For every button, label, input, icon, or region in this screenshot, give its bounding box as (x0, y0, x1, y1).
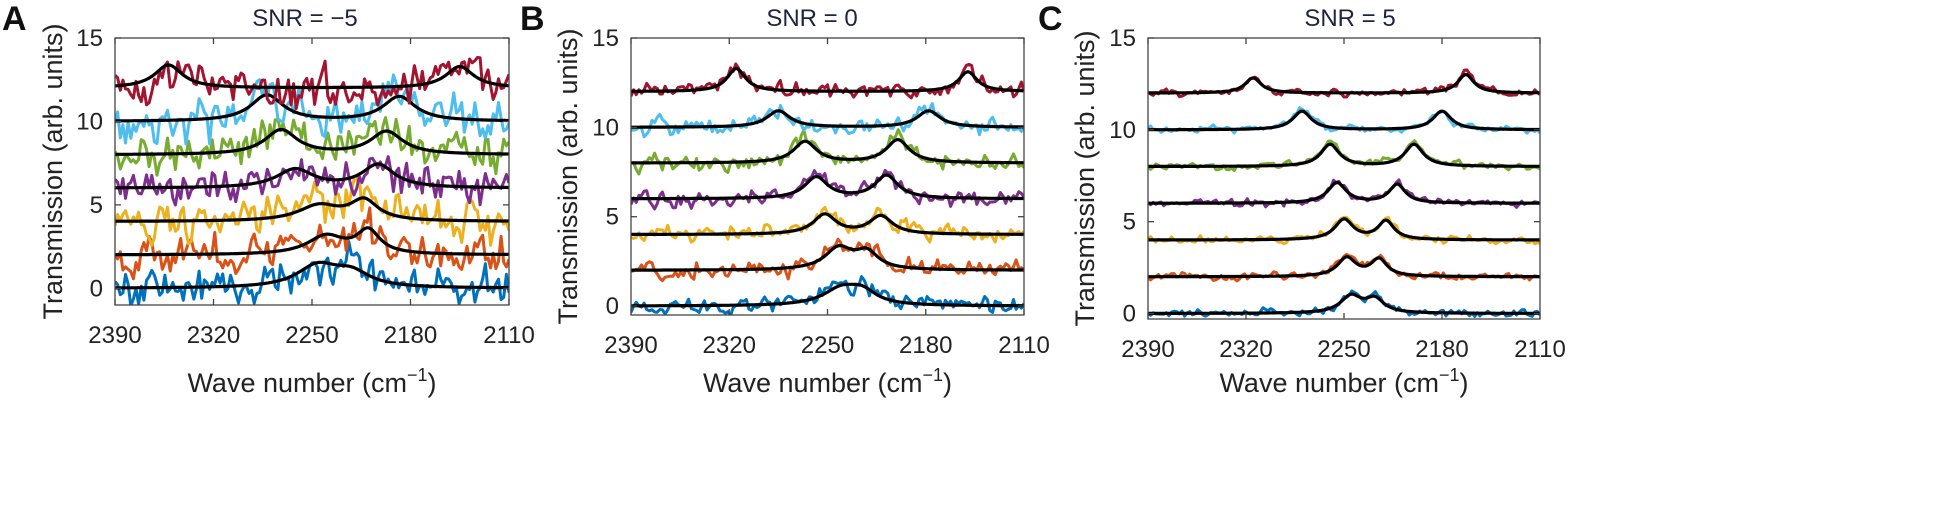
x-tick-label: 2390 (1121, 336, 1174, 363)
x-tick-label: 2180 (384, 322, 437, 349)
x-axis-label-superscript: −1 (407, 365, 428, 385)
y-axis-label: Transmission (arb. units) (1070, 30, 1100, 326)
y-tick-label: 15 (76, 25, 103, 52)
panel-a: A SNR = −5 2390 2320 2250 2180 2110 0 5 10 15 Wave … (2, 0, 535, 398)
panel-title: SNR = 5 (1304, 5, 1395, 32)
plot-area (1148, 68, 1540, 318)
y-tick-label: 5 (606, 204, 619, 231)
data-trace (115, 240, 509, 305)
fit-curve (1148, 109, 1540, 132)
data-trace (631, 102, 1024, 139)
plot-area (115, 56, 509, 305)
fit-curve (115, 196, 509, 223)
x-axis-label-main: Wave number (cm (187, 368, 407, 398)
y-tick-label: 0 (606, 293, 619, 320)
x-axis-label: Wave number (cm−1) (703, 365, 952, 398)
plot-area (631, 62, 1024, 315)
fit-curve (1148, 72, 1540, 95)
data-trace (631, 237, 1024, 283)
fit-curve (115, 93, 509, 123)
data-trace (115, 56, 509, 111)
fit-curve (631, 137, 1024, 165)
data-trace (631, 62, 1024, 100)
panel-title: SNR = 0 (766, 5, 857, 32)
y-axis-label: Transmission (arb. units) (38, 23, 68, 319)
fit-curve (1148, 292, 1540, 315)
x-axis-label-main: Wave number (cm (1219, 368, 1439, 398)
x-axis-label-end: ) (943, 368, 952, 398)
y-tick-label: 15 (592, 25, 619, 52)
y-tick-label: 0 (1123, 300, 1136, 327)
y-tick-label: 15 (1109, 25, 1136, 52)
x-axis-label: Wave number (cm−1) (187, 365, 436, 398)
fit-curve (115, 127, 509, 156)
panel-title: SNR = −5 (252, 5, 357, 32)
x-tick-label: 2320 (187, 322, 240, 349)
fit-curve (1148, 217, 1540, 242)
y-tick-label: 5 (1123, 209, 1136, 236)
x-axis-label-superscript: −1 (1439, 365, 1460, 385)
y-tick-label: 0 (90, 275, 103, 302)
fit-curve (115, 260, 509, 290)
y-tick-label: 10 (1109, 117, 1136, 144)
data-trace (115, 206, 509, 281)
fit-curve (631, 66, 1024, 93)
x-tick-label: 2250 (1317, 336, 1370, 363)
x-axis-label-main: Wave number (cm (703, 368, 923, 398)
x-axis-label: Wave number (cm−1) (1219, 365, 1468, 398)
fit-curve (631, 212, 1024, 236)
fit-curve (1148, 180, 1540, 205)
panel-letter: C (1038, 0, 1063, 38)
y-tick-label: 10 (76, 108, 103, 135)
x-axis-label-superscript: −1 (923, 365, 944, 385)
fit-curve (1148, 255, 1540, 279)
x-tick-label: 2390 (88, 322, 141, 349)
fit-curve (631, 109, 1024, 129)
panel-c: C SNR = 5 2390 2320 2250 2180 2110 0 5 10 15 Wave n… (1038, 0, 1566, 398)
fit-curve (115, 63, 509, 90)
x-tick-label: 2180 (1415, 336, 1468, 363)
data-trace (631, 128, 1024, 176)
fit-curve (631, 173, 1024, 201)
x-axis-label-end: ) (1460, 368, 1469, 398)
data-trace (115, 155, 509, 207)
panel-letter: A (2, 0, 27, 38)
panel-letter: B (520, 0, 545, 38)
fit-curve (115, 226, 509, 257)
data-trace (631, 168, 1024, 211)
x-tick-label: 2110 (483, 322, 535, 349)
fit-curve (1148, 142, 1540, 168)
data-trace (631, 205, 1024, 244)
x-tick-label: 2250 (285, 322, 338, 349)
y-tick-label: 10 (592, 114, 619, 141)
y-tick-label: 5 (90, 192, 103, 219)
y-axis-label: Transmission (arb. units) (553, 28, 583, 324)
fit-curve (115, 162, 509, 190)
x-axis-label-end: ) (428, 368, 437, 398)
fit-curve (631, 282, 1024, 308)
x-tick-label: 2180 (899, 332, 952, 359)
x-tick-label: 2320 (703, 332, 756, 359)
x-tick-label: 2320 (1219, 336, 1272, 363)
panel-b: B SNR = 0 2390 2320 2250 2180 2110 0 5 10 15 Wave n… (520, 0, 1050, 398)
x-tick-label: 2110 (1514, 336, 1566, 363)
x-tick-label: 2110 (998, 332, 1050, 359)
x-tick-label: 2250 (801, 332, 854, 359)
fit-curve (631, 243, 1024, 272)
x-tick-label: 2390 (604, 332, 657, 359)
